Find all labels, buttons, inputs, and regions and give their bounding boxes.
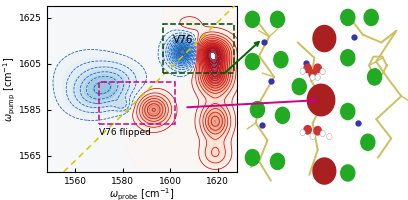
Circle shape [368, 69, 381, 85]
Circle shape [274, 52, 288, 68]
Y-axis label: $\omega_{\rm pump}$ [cm$^{-1}$]: $\omega_{\rm pump}$ [cm$^{-1}$] [2, 56, 18, 122]
Circle shape [327, 133, 332, 140]
Circle shape [275, 107, 290, 123]
Circle shape [245, 150, 259, 166]
Text: V76 flipped: V76 flipped [99, 128, 151, 137]
Bar [99, 82, 175, 124]
Circle shape [292, 78, 306, 95]
Circle shape [314, 64, 322, 73]
Circle shape [300, 130, 305, 136]
Text: V76: V76 [173, 35, 193, 45]
Circle shape [271, 11, 284, 27]
Circle shape [341, 50, 355, 66]
Circle shape [304, 126, 311, 134]
Circle shape [314, 126, 322, 135]
Circle shape [304, 64, 311, 73]
Circle shape [361, 134, 375, 150]
Circle shape [341, 165, 355, 181]
Circle shape [315, 74, 320, 80]
Circle shape [313, 158, 336, 184]
Circle shape [364, 9, 378, 26]
Circle shape [310, 133, 315, 140]
Circle shape [251, 102, 264, 118]
Circle shape [341, 103, 355, 120]
Circle shape [310, 74, 315, 80]
Circle shape [245, 11, 259, 27]
Circle shape [245, 54, 259, 70]
Circle shape [271, 153, 284, 170]
Circle shape [320, 131, 325, 137]
Circle shape [341, 9, 355, 26]
X-axis label: $\omega_{\rm probe}$ [cm$^{-1}$]: $\omega_{\rm probe}$ [cm$^{-1}$] [109, 187, 175, 200]
Circle shape [300, 68, 305, 74]
Circle shape [320, 69, 325, 75]
Circle shape [307, 84, 335, 116]
Circle shape [309, 70, 316, 78]
Circle shape [313, 26, 336, 52]
Bar [163, 24, 234, 73]
